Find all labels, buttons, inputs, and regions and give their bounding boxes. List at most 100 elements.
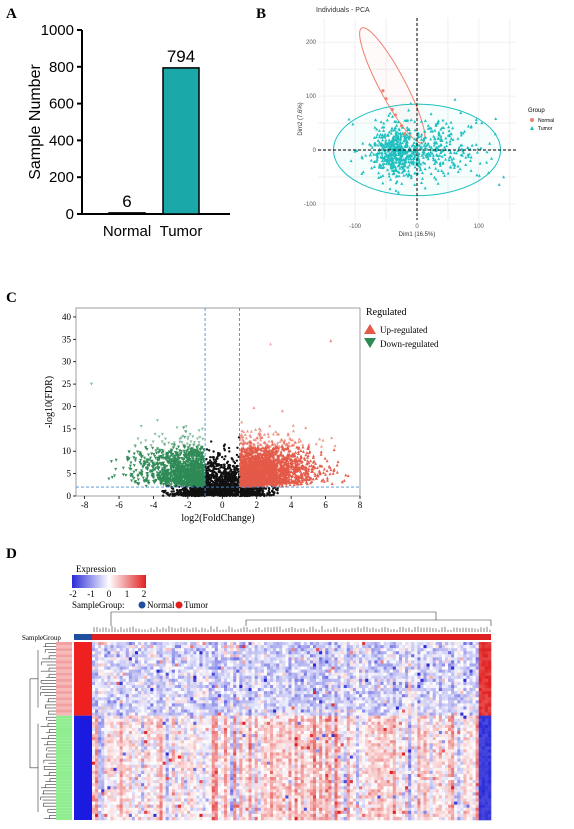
down-point [175,447,179,451]
tumor-point [469,124,473,128]
up-point [327,464,331,468]
up-point [280,409,284,413]
tumor-point [406,165,410,169]
ns-point [205,448,209,451]
tumor-point [382,158,386,162]
ns-point [215,480,218,484]
tumor-point [400,181,404,185]
tumor-point [437,144,441,148]
ns-point [230,470,233,474]
down-point [151,446,155,450]
up-point [282,476,286,480]
tumor-point [389,177,393,181]
tumor-point [426,157,430,161]
up-point [299,469,303,473]
up-point [240,435,244,439]
tumor-point [402,139,406,143]
down-point [178,457,182,461]
up-point [257,432,261,436]
tumor-point [395,158,399,162]
up-point [272,459,276,463]
up-point [294,463,298,467]
tumor-point [412,156,416,160]
down-point [136,482,140,486]
ns-point [212,462,216,465]
tumor-point [459,111,463,114]
up-point [276,473,280,477]
tumor-point [408,163,412,167]
tumor-point [460,143,464,147]
up-point [297,467,301,471]
tumor-point [447,155,451,159]
y-tick-label: 100 [306,94,317,100]
up-point [259,447,263,451]
up-point [260,448,264,452]
up-point [305,482,309,486]
tumor-point [395,135,399,139]
down-point [132,477,136,481]
up-point [261,458,265,462]
bar-normal [108,212,146,215]
up-point [264,454,268,458]
down-point [185,442,189,446]
tumor-point [387,146,391,150]
down-point [171,446,175,450]
up-point [276,448,280,452]
tumor-point [445,140,449,144]
up-point [284,468,288,472]
up-point [244,447,248,451]
up-point [249,482,253,486]
tumor-point [413,144,417,148]
up-point [270,439,274,443]
up-point [292,452,296,456]
ns-point [207,482,210,486]
ns-point [227,482,230,485]
ns-point [233,475,237,479]
up-point [285,442,289,446]
ns-point [212,489,216,493]
x-tick-label: Tumor [160,223,203,240]
tumor-point [387,162,391,166]
ns-point [212,476,216,480]
up-point [281,460,285,464]
normal-point [393,113,397,117]
up-point [272,475,276,479]
up-point [328,472,332,476]
tumor-point [349,159,353,163]
up-point [262,432,266,436]
up-point [314,442,318,446]
up-point [241,466,245,470]
up-point [297,474,301,478]
tumor-point [431,156,435,160]
ns-point [161,494,165,497]
up-point [257,461,261,465]
up-point [247,440,251,444]
tumor-point [429,112,433,116]
down-point [186,446,190,450]
tumor-point [460,153,464,157]
tumor-point [398,161,402,165]
up-point [251,469,255,473]
down-point [173,454,177,458]
tumor-point [426,143,430,147]
ns-point [232,487,236,490]
tumor-point [413,128,417,132]
tumor-point [384,138,388,142]
ns-point [243,494,247,498]
up-point [279,473,283,477]
ns-point [234,493,238,497]
ns-point [236,482,239,485]
tumor-point [394,155,398,159]
down-point [188,432,192,436]
ns-point [212,458,216,461]
tumor-point [407,128,411,132]
tumor-point [373,159,377,163]
down-point [156,458,160,462]
up-point [241,480,245,484]
tumor-point [394,169,398,172]
ns-point [208,469,212,472]
tumor-point [413,146,417,150]
up-point [255,449,259,453]
y-tick-label: 200 [306,40,317,46]
up-point [263,456,267,460]
